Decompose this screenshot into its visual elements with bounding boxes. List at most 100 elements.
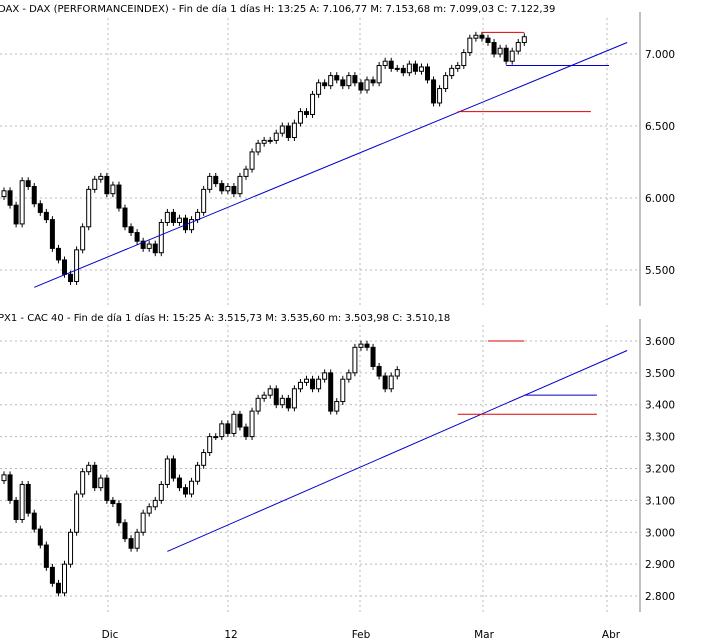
- dax-candle: [310, 93, 316, 115]
- dax-candle: [213, 175, 219, 185]
- cac40-y-tick-label: 3.500: [645, 368, 675, 380]
- cac40-trendline: [167, 350, 628, 552]
- dax-candle: [376, 65, 382, 84]
- dax-y-tick-label: 6.500: [645, 121, 675, 133]
- dax-candle: [55, 247, 61, 261]
- cac40-candle: [158, 483, 164, 501]
- cac40-candle: [189, 480, 195, 495]
- cac40-candle: [279, 397, 285, 406]
- dax-candle: [13, 204, 19, 225]
- dax-candle: [340, 79, 346, 87]
- cac40-panel-title: PX1 - CAC 40 - Fin de día 1 días H: 15:2…: [0, 312, 450, 324]
- cac40-candle: [74, 493, 80, 533]
- dax-candle: [49, 219, 55, 249]
- cac40-candle: [219, 423, 225, 438]
- dax-candle: [515, 41, 521, 52]
- cac40-candle: [128, 538, 134, 549]
- cac40-candle: [231, 413, 237, 434]
- dax-y-tick-label: 5.500: [645, 265, 675, 277]
- dax-candle: [394, 67, 400, 70]
- cac40-candle: [346, 372, 352, 380]
- dax-candle: [437, 88, 443, 104]
- cac40-candle: [291, 388, 297, 409]
- dax-candle: [304, 111, 309, 115]
- cac40-y-tick-label: 3.000: [645, 527, 675, 539]
- cac40-candle: [13, 499, 19, 521]
- cac40-candle: [388, 375, 394, 390]
- cac40-candle: [1, 474, 7, 482]
- cac40-candle: [146, 506, 152, 514]
- dax-candle: [406, 63, 412, 74]
- dax-candle: [98, 175, 104, 180]
- dax-candle: [503, 47, 509, 62]
- cac40-candle: [310, 378, 316, 390]
- cac40-candle: [98, 477, 104, 489]
- dax-candle: [473, 34, 479, 39]
- cac40-panel: 2.800 2.900 3.000 3.100 3.200 3.300 3.400 3.500…: [0, 319, 675, 612]
- dax-candle: [485, 37, 491, 43]
- dax-candle: [509, 50, 515, 62]
- cac40-candle: [116, 503, 122, 524]
- dax-candle: [418, 66, 424, 72]
- cac40-candle: [19, 483, 25, 521]
- dax-candle: [400, 67, 406, 74]
- cac40-y-tick-label: 3.100: [645, 495, 675, 507]
- dax-candle: [443, 75, 449, 90]
- dax-candle: [388, 60, 394, 69]
- dax-candle: [158, 221, 164, 254]
- dax-candle: [491, 41, 497, 55]
- cac40-candle: [382, 375, 388, 390]
- dax-candle: [25, 180, 31, 187]
- dax-candle: [176, 217, 182, 223]
- cac40-candle: [376, 365, 382, 377]
- dax-candle: [455, 65, 461, 69]
- dax-candle: [237, 175, 243, 195]
- dax-candle: [146, 243, 152, 249]
- dax-candle: [412, 63, 418, 72]
- dax-candle: [122, 207, 128, 228]
- cac40-y-tick-label: 3.600: [645, 336, 675, 348]
- dax-candle: [358, 82, 364, 91]
- cac40-candle: [352, 346, 358, 374]
- dax-candle: [116, 184, 122, 209]
- dax-candle: [86, 188, 92, 228]
- cac40-candle: [267, 388, 273, 396]
- dax-candle: [449, 67, 455, 77]
- dax-candle: [164, 211, 170, 223]
- dax-candle: [370, 79, 376, 84]
- dax-candle: [322, 82, 328, 87]
- dax-y-tick-label: 7.000: [645, 49, 675, 61]
- cac40-candle: [110, 499, 116, 505]
- dax-trendline: [34, 42, 628, 288]
- dax-candle: [195, 211, 201, 221]
- dax-candle: [334, 75, 340, 81]
- cac40-candle: [237, 413, 243, 428]
- dax-candle: [170, 211, 176, 223]
- dax-candle: [479, 34, 485, 39]
- dax-candle: [249, 151, 255, 170]
- dax-candle: [37, 203, 43, 213]
- x-axis-label: Feb: [352, 629, 371, 641]
- dax-candle: [128, 226, 134, 234]
- dax-candle: [497, 47, 503, 55]
- dax-candle: [19, 180, 25, 225]
- cac40-candle: [134, 531, 140, 549]
- dax-candle: [104, 175, 110, 195]
- x-axis-label: Abr: [602, 629, 621, 641]
- dax-candle: [255, 142, 261, 153]
- cac40-candle: [104, 477, 110, 501]
- cac40-candle: [394, 369, 400, 377]
- dax-candle: [134, 232, 140, 242]
- dax-candle: [346, 75, 352, 87]
- cac40-candle: [358, 343, 364, 348]
- dax-panel-title: DAX - DAX (PERFORMANCEINDEX) - Fin de dí…: [0, 3, 555, 15]
- dax-candle: [425, 66, 430, 81]
- dax-candle: [207, 175, 213, 190]
- dax-candle: [467, 37, 473, 54]
- dax-candle: [316, 82, 322, 95]
- dax-candle: [201, 188, 207, 213]
- x-axis-label: 12: [224, 629, 237, 641]
- dax-candle: [80, 226, 86, 251]
- cac40-y-tick-label: 3.300: [645, 432, 675, 444]
- cac40-candle: [195, 464, 201, 482]
